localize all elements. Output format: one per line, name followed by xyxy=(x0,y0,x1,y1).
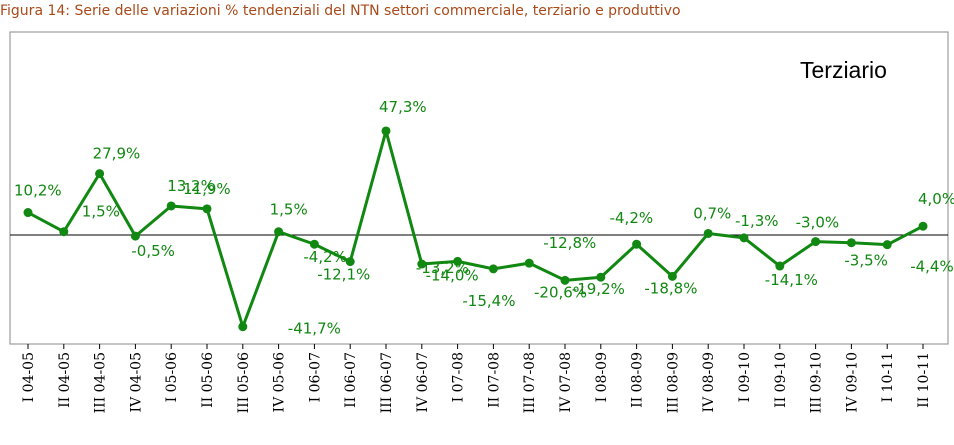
data-point xyxy=(632,239,642,249)
data-point xyxy=(453,256,463,266)
x-axis: I 04-05 II 04-05 III 04-05 IV 04-05 I 05-06 I… xyxy=(21,344,932,413)
x-tick-label: I 09-10 xyxy=(737,352,753,402)
data-point xyxy=(918,221,928,231)
data-label: -3,0% xyxy=(796,214,840,232)
data-label: -14,1% xyxy=(765,271,818,289)
series-line-terziario xyxy=(27,129,924,329)
x-tick-label: III 09-10 xyxy=(809,352,825,413)
data-label: -18,8% xyxy=(644,279,697,297)
x-tick-label: IV 07-08 xyxy=(558,352,574,412)
data-label: -12,8% xyxy=(543,234,596,252)
data-label: 13,2% xyxy=(167,177,215,195)
data-point xyxy=(166,201,176,211)
data-label: 0,7% xyxy=(693,204,731,222)
data-point xyxy=(667,271,677,281)
figure-caption: Figura 14: Serie delle variazioni % tend… xyxy=(0,3,681,19)
data-label: -4,4% xyxy=(910,258,954,276)
data-point xyxy=(381,126,391,136)
data-point xyxy=(130,231,140,241)
data-label: -15,4% xyxy=(462,292,515,310)
data-label: -41,7% xyxy=(288,320,341,338)
x-tick-label: IV 06-07 xyxy=(415,352,431,412)
x-tick-label: I 10-11 xyxy=(880,352,896,402)
data-label: 4,0% xyxy=(918,190,954,208)
x-tick-label: III 07-08 xyxy=(522,352,538,413)
data-point xyxy=(202,204,212,214)
x-tick-label: I 06-07 xyxy=(307,352,323,402)
data-point xyxy=(417,259,427,269)
x-tick-label: II 09-10 xyxy=(773,352,789,408)
x-tick-label: I 07-08 xyxy=(451,352,467,402)
x-tick-label: II 07-08 xyxy=(486,352,502,408)
data-label: 47,3% xyxy=(379,98,427,116)
data-point xyxy=(703,228,713,238)
data-point xyxy=(274,227,284,237)
x-tick-label: IV 04-05 xyxy=(128,352,144,412)
data-point xyxy=(524,258,534,268)
x-tick-label: I 04-05 xyxy=(21,352,37,402)
data-point xyxy=(882,240,892,250)
data-point xyxy=(309,239,319,249)
data-label: -19,2% xyxy=(572,280,625,298)
data-point xyxy=(811,237,821,247)
data-label: -3,5% xyxy=(844,252,888,270)
data-label: -12,1% xyxy=(317,266,370,284)
x-tick-label: III 06-07 xyxy=(379,352,395,413)
x-tick-label: II 08-09 xyxy=(630,352,646,408)
data-label: -20,6% xyxy=(534,283,587,301)
data-label: 1,5% xyxy=(270,201,308,219)
data-label: -4,2% xyxy=(303,248,347,266)
data-point xyxy=(23,208,33,218)
data-point xyxy=(739,233,749,243)
x-tick-label: I 05-06 xyxy=(164,352,180,402)
data-label: -0,5% xyxy=(131,242,175,260)
data-label: -14,0% xyxy=(426,266,479,284)
data-label: 10,2% xyxy=(14,182,62,200)
data-point xyxy=(846,238,856,248)
plot-area xyxy=(9,31,949,345)
data-point xyxy=(775,261,785,271)
data-label: -1,3% xyxy=(735,212,779,230)
data-point xyxy=(560,275,570,285)
data-point xyxy=(488,264,498,274)
x-tick-label: II 10-11 xyxy=(916,352,932,408)
data-label: -13,2% xyxy=(416,259,469,277)
x-tick-label: II 05-06 xyxy=(200,352,216,408)
data-point xyxy=(59,227,69,237)
data-point xyxy=(596,272,606,282)
data-point xyxy=(95,169,105,179)
x-tick-label: I 08-09 xyxy=(594,352,610,402)
x-tick-label: II 06-07 xyxy=(343,352,359,408)
data-label: 27,9% xyxy=(93,145,141,163)
x-tick-label: IV 05-06 xyxy=(272,352,288,413)
data-points xyxy=(23,126,928,332)
x-tick-label: III 05-06 xyxy=(236,352,252,413)
x-tick-label: II 04-05 xyxy=(57,352,73,408)
chart-title: Terziario xyxy=(800,57,887,83)
data-point xyxy=(345,257,355,267)
data-point xyxy=(238,322,248,332)
x-tick-label: IV 09-10 xyxy=(844,352,860,412)
data-label: 11,9% xyxy=(183,180,231,198)
x-tick-label: IV 08-09 xyxy=(701,352,717,412)
data-labels: 10,2% 27,9% -0,5% 13,2%11,9% -41,7% 1,5% -4,2%… xyxy=(14,98,954,338)
x-tick-label: III 08-09 xyxy=(665,352,681,413)
x-tick-label: III 04-05 xyxy=(93,352,109,413)
data-label: 1,5% xyxy=(82,203,120,221)
data-label: -4,2% xyxy=(610,209,654,227)
